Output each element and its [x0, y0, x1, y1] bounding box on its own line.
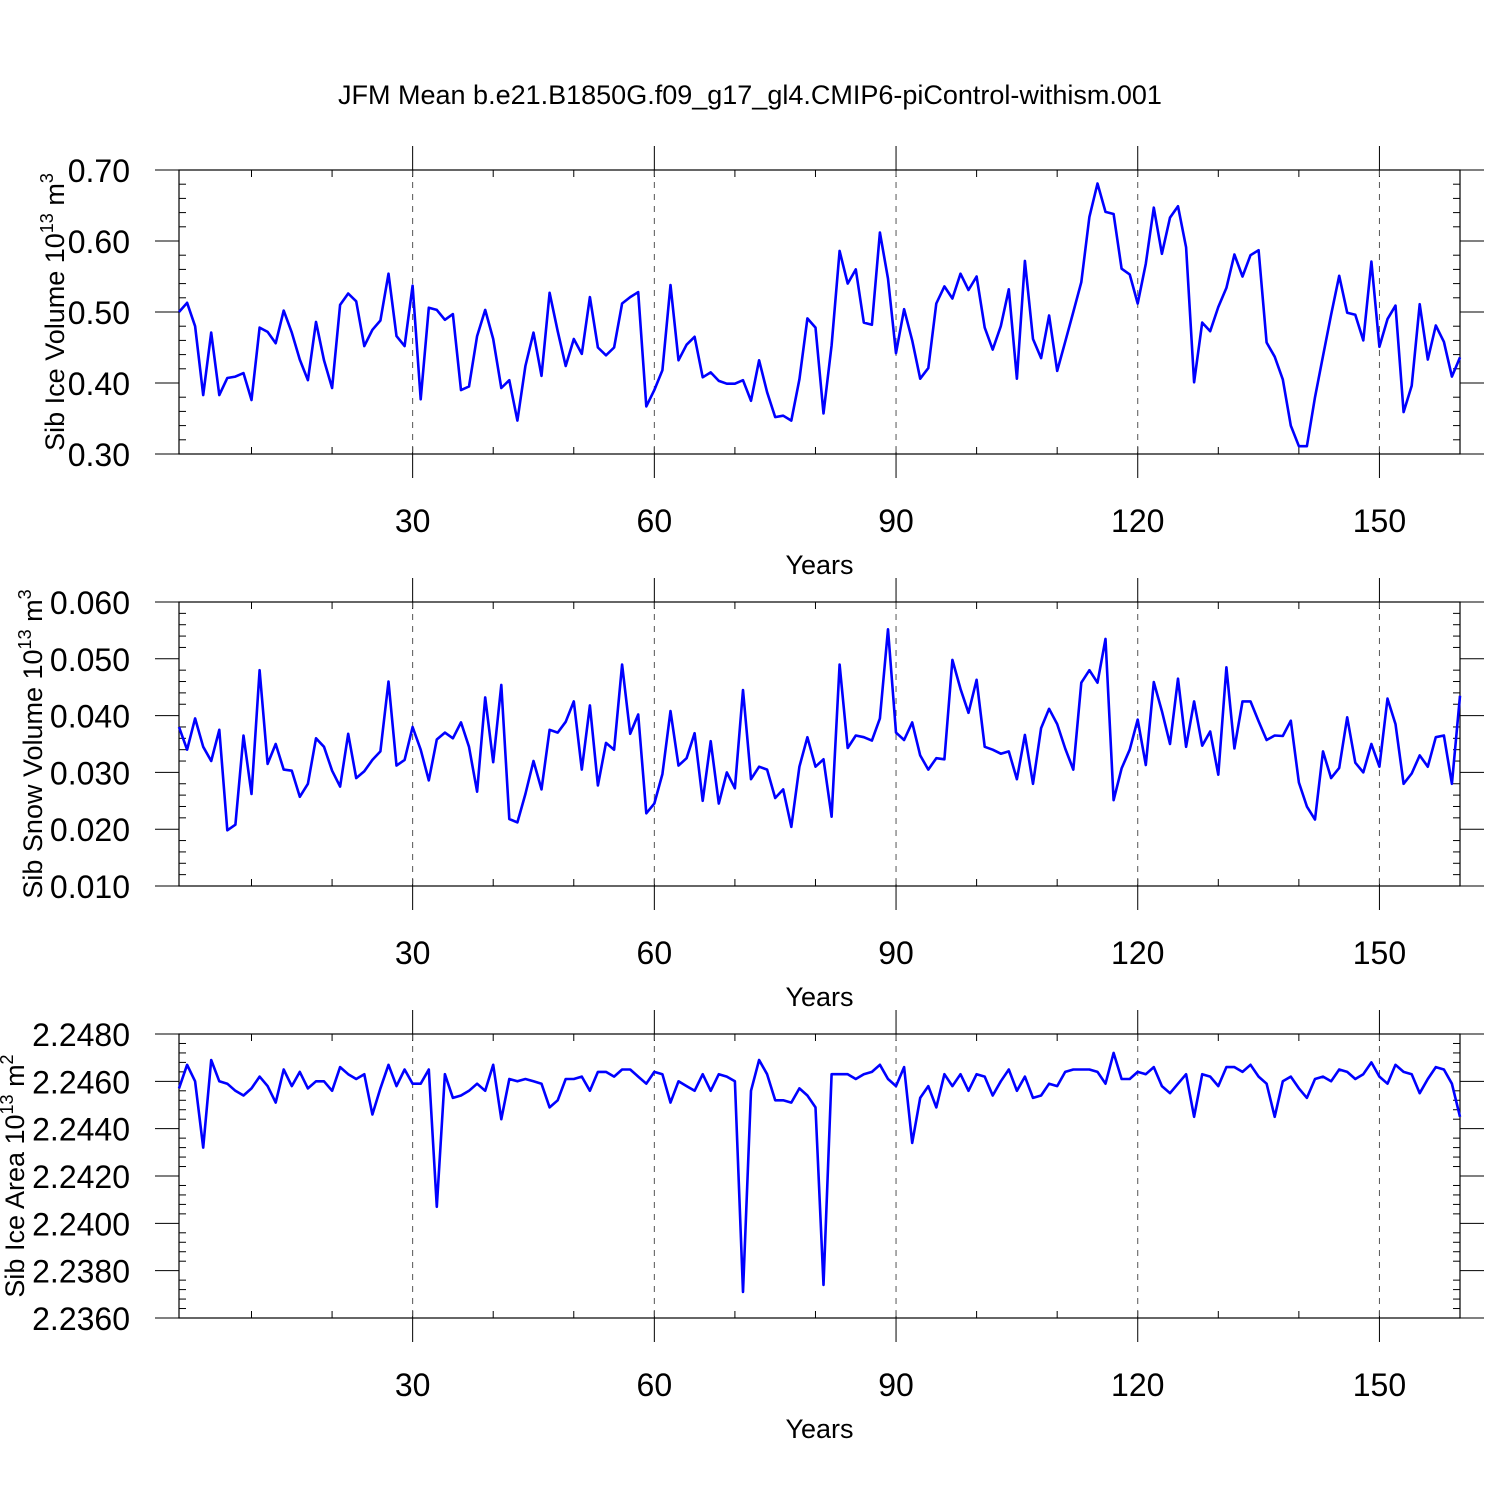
y-tick-label: 2.2380	[32, 1254, 130, 1290]
y-axis-label: Sib Ice Volume 1013 m3	[37, 173, 70, 451]
y-tick-label: 2.2480	[32, 1017, 130, 1053]
chart-panel-1: 30 60 90 120 150 0.30 0.40 0.50 0.60 0.70 Years Sib…	[37, 146, 1484, 580]
y-tick-label: 2.2440	[32, 1112, 130, 1148]
x-tick-label: 150	[1353, 1367, 1406, 1403]
x-tick-label: 60	[637, 1367, 673, 1403]
chart-panel-2: 30 60 90 120 150 0.010 0.020 0.030 0.040 0.050 0.0…	[15, 578, 1484, 1012]
x-tick-label: 30	[395, 503, 431, 539]
y-axis-label: Sib Ice Area 1013 m2	[0, 1054, 30, 1297]
x-tick-label: 60	[637, 503, 673, 539]
x-tick-label: 60	[637, 935, 673, 971]
y-tick-label: 0.50	[68, 295, 130, 331]
y-tick-label: 0.030	[50, 755, 130, 791]
plot-frame	[178, 169, 1461, 455]
x-tick-label: 150	[1353, 503, 1406, 539]
y-tick-label: 0.70	[68, 153, 130, 189]
y-tick-label: 0.40	[68, 366, 130, 402]
y-axis-label: Sib Snow Volume 1013 m3	[15, 589, 48, 898]
x-tick-label: 120	[1111, 1367, 1164, 1403]
y-tick-label: 0.010	[50, 869, 130, 905]
y-tick-label: 2.2400	[32, 1206, 130, 1242]
y-tick-label: 2.2420	[32, 1159, 130, 1195]
y-tick-label: 0.60	[68, 224, 130, 260]
x-tick-label: 30	[395, 1367, 431, 1403]
data-series-line	[177, 627, 1462, 832]
data-series-line	[177, 1051, 1462, 1294]
x-axis-label: Years	[785, 1414, 853, 1444]
y-tick-label: 0.020	[50, 812, 130, 848]
x-axis-label: Years	[785, 982, 853, 1012]
x-tick-label: 90	[878, 935, 914, 971]
y-tick-label: 2.2460	[32, 1064, 130, 1100]
x-axis-label: Years	[785, 550, 853, 580]
x-tick-label: 120	[1111, 935, 1164, 971]
y-tick-label: 0.30	[68, 437, 130, 473]
plot-frame	[178, 1033, 1461, 1319]
y-tick-label: 2.2360	[32, 1301, 130, 1337]
y-tick-label: 0.050	[50, 642, 130, 678]
figure-title: JFM Mean b.e21.B1850G.f09_g17_gl4.CMIP6-…	[338, 80, 1162, 110]
x-tick-label: 90	[878, 503, 914, 539]
data-series-line	[178, 182, 1462, 448]
x-tick-label: 30	[395, 935, 431, 971]
chart-panel-3: 30 60 90 120 150 2.2360 2.2380 2.2400 2.2420 2.24…	[0, 1010, 1484, 1444]
plot-frame	[178, 601, 1461, 887]
x-tick-label: 150	[1353, 935, 1406, 971]
x-tick-label: 90	[878, 1367, 914, 1403]
y-tick-label: 0.040	[50, 699, 130, 735]
y-tick-label: 0.060	[50, 585, 130, 621]
x-tick-label: 120	[1111, 503, 1164, 539]
